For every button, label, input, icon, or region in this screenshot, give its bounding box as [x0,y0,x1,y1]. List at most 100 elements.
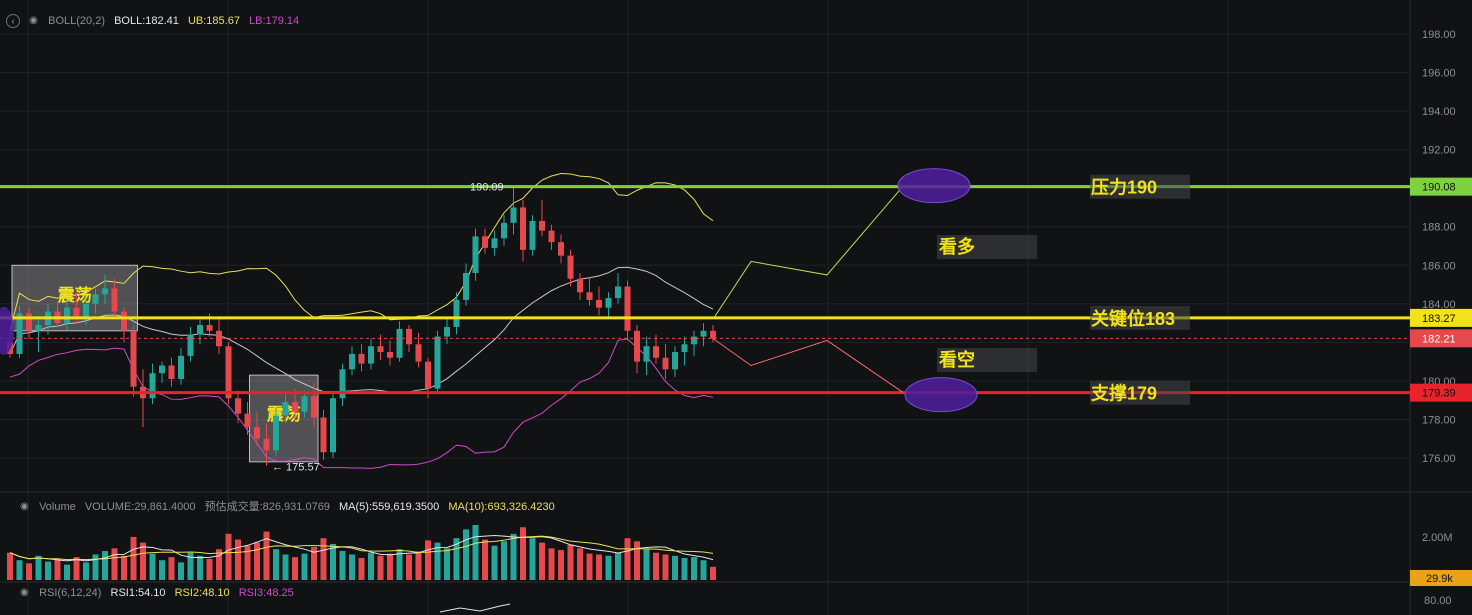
candle-body [605,298,612,308]
eye-icon[interactable]: ◉ [29,15,38,26]
volume-bar [643,549,650,580]
price-tick-label: 196.00 [1422,68,1456,80]
volume-bar [330,543,336,580]
volume-bar [282,554,289,580]
candle-body [282,402,289,416]
boll-ub-value: UB:185.67 [187,14,240,27]
volume-bar [349,554,355,580]
candle-body [206,325,213,331]
candle-body [187,334,194,356]
volume-bar [7,552,13,580]
candle-body [415,344,422,362]
candle-body [710,330,716,339]
volume-bar [425,540,431,580]
volume-legend: ◉ Volume VOLUME:29,861.4000 预估成交量:826,93… [20,498,561,514]
candle-body [396,328,403,358]
volume-current-label: 29.9k [1426,573,1453,585]
last-price-tag-label: 182.21 [1422,333,1456,345]
candle-body [453,299,460,327]
candle-body [121,311,127,331]
volume-bar [681,558,688,580]
candle-body [368,346,374,364]
volume-bar [35,555,42,580]
volume-bar [539,542,545,580]
volume-bar [463,529,469,580]
candle-body [425,361,431,389]
bear-label-box [937,348,1037,372]
volume-ma10: MA(10):693,326.4230 [448,501,555,513]
volume-value: VOLUME:29,861.4000 [84,501,196,513]
eye-icon[interactable]: ◉ [20,587,29,599]
volume-bar [244,545,251,580]
price-tag-label: 190.08 [1422,182,1456,194]
candle-body [510,207,517,223]
price-tick-label: 176.00 [1422,453,1456,465]
volume-bar [320,538,327,580]
volume-bar [73,557,80,580]
volume-bar [301,553,308,580]
candle-body [111,288,118,312]
volume-bar [577,548,583,580]
bull-projection-path [712,185,904,320]
candle-body [83,303,89,318]
candle-body [482,236,488,248]
candle-body [643,346,650,362]
volume-ma10-line [9,535,714,561]
candle-body [339,369,346,399]
volume-bar [691,557,697,580]
candle-body [377,346,384,352]
price-tag-label: 179.39 [1422,388,1456,400]
candle-body [273,415,279,451]
candle-body [301,396,308,412]
candle-body [216,330,222,347]
boll-legend: ‹ ◉ BOLL(20,2) BOLL:182.41 UB:185.67 LB:… [6,14,305,28]
volume-bar [339,550,346,580]
volume-bar [178,562,184,580]
level-label-box [1090,380,1190,405]
volume-bar [491,545,498,580]
volume-current-tag [1410,570,1472,586]
candle-body [596,299,602,308]
volume-bar [700,560,707,580]
candle-body [567,255,574,279]
boll-lb-value: LB:179.14 [249,14,300,27]
candle-body [26,313,32,331]
candle-body [235,398,241,414]
volume-bar [149,553,156,580]
price-tick-label: 186.00 [1422,260,1456,272]
candle-body [539,220,545,231]
candle-body [444,326,450,337]
candle-body [491,238,498,248]
rsi-name: RSI(6,12,24) [39,587,102,599]
candle-body [64,307,70,324]
volume-bar [396,549,403,580]
candle-body [35,325,42,331]
candle-body [102,288,108,295]
volume-name: Volume [39,501,76,513]
candle-body [387,352,393,358]
candle-body [548,230,555,243]
collapse-icon[interactable]: ‹ [6,14,20,28]
rsi-tick-label: 80.00 [1424,595,1452,607]
rsi3-value: RSI3:48.25 [238,587,294,599]
volume-bar [444,548,450,580]
volume-bar [263,531,270,580]
candle-body [624,286,631,331]
eye-icon[interactable]: ◉ [20,501,29,513]
candle-body [168,365,175,379]
level-label: 关键位183 [1091,308,1175,329]
volume-bar [130,536,137,580]
volume-bar [292,557,298,580]
volume-bar [206,558,213,580]
boll-upper-band [9,172,714,331]
candle-body [311,396,317,418]
price-tag [1410,383,1472,402]
candle-body [501,222,507,239]
volume-bar [624,538,631,580]
volume-bar [567,544,574,580]
boll-name: BOLL(20,2) [48,14,105,27]
level-label-box [1090,305,1190,330]
price-tick-label: 178.00 [1422,414,1456,426]
volume-bar [216,549,222,580]
